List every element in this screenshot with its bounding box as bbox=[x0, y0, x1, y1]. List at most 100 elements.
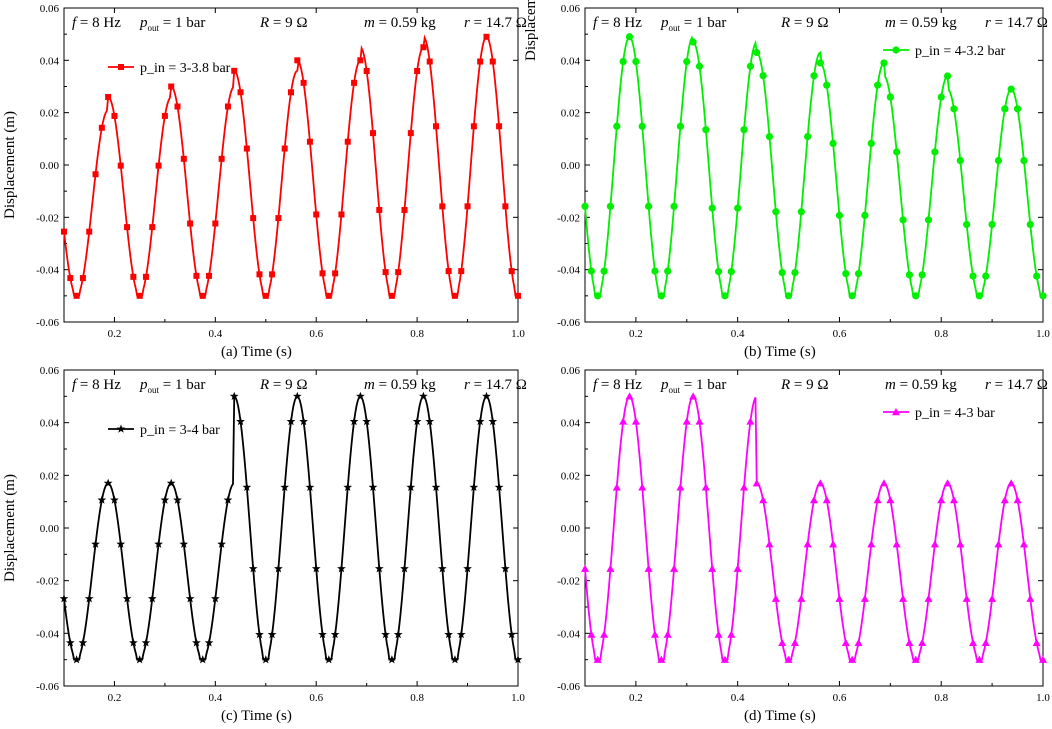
data-point bbox=[185, 594, 195, 603]
x-axis-title: Time (s) bbox=[765, 708, 816, 724]
data-point bbox=[261, 655, 271, 664]
data-point bbox=[823, 81, 831, 89]
data-point bbox=[632, 57, 640, 66]
data-point bbox=[168, 83, 175, 90]
data-point bbox=[587, 267, 595, 275]
data-point bbox=[288, 89, 294, 96]
data-point bbox=[905, 271, 914, 279]
param-r: r = 14.7 Ω bbox=[985, 377, 1048, 393]
data-point bbox=[155, 162, 162, 169]
y-tick-label: 0.04 bbox=[40, 418, 60, 430]
data-point bbox=[124, 224, 131, 231]
data-point bbox=[804, 132, 812, 141]
data-point bbox=[816, 479, 825, 487]
x-tick-label: 0.6 bbox=[833, 328, 847, 340]
data-point bbox=[117, 162, 124, 169]
y-tick-label: -0.04 bbox=[36, 628, 59, 640]
series-markers bbox=[61, 33, 521, 299]
data-point bbox=[918, 638, 927, 647]
data-point bbox=[842, 269, 850, 278]
data-point bbox=[343, 482, 353, 492]
data-point bbox=[281, 145, 288, 152]
data-point bbox=[393, 629, 403, 639]
data-point bbox=[407, 130, 414, 137]
data-point bbox=[683, 57, 691, 66]
data-point bbox=[243, 145, 250, 152]
data-point bbox=[638, 483, 647, 491]
data-point bbox=[740, 483, 749, 491]
data-point bbox=[956, 540, 965, 548]
param-r: r = 14.7 Ω bbox=[464, 15, 527, 31]
data-point bbox=[217, 539, 227, 548]
param-f: f = 8 Hz bbox=[593, 377, 642, 393]
data-point bbox=[406, 482, 416, 492]
data-point bbox=[1026, 220, 1034, 229]
y-tick-label: 0.04 bbox=[561, 418, 581, 430]
data-point bbox=[867, 139, 875, 148]
data-point bbox=[981, 638, 990, 647]
data-point bbox=[613, 122, 621, 130]
data-point bbox=[98, 124, 105, 131]
y-tick-label: 0.04 bbox=[561, 55, 581, 67]
param-m: m = 0.59 kg bbox=[885, 377, 957, 393]
data-point bbox=[161, 112, 168, 119]
data-point bbox=[299, 416, 308, 426]
data-point bbox=[135, 655, 145, 664]
data-point bbox=[784, 655, 793, 663]
y-tick-label: 0.00 bbox=[40, 160, 60, 172]
data-point bbox=[848, 655, 857, 663]
data-point bbox=[912, 292, 920, 300]
data-point bbox=[982, 272, 990, 280]
data-point bbox=[880, 59, 888, 67]
data-point bbox=[179, 539, 189, 548]
x-tick-label: 0.4 bbox=[208, 328, 222, 340]
data-point bbox=[854, 269, 863, 278]
data-point bbox=[943, 72, 952, 80]
x-tick-label: 0.2 bbox=[108, 328, 122, 340]
data-point bbox=[860, 594, 869, 602]
data-point bbox=[305, 482, 315, 492]
chart-panel-a: -0.06 -0.04 -0.02 0.00 0.02 0.04 0.06 0.2 0.4 0.6… bbox=[2, 3, 527, 360]
data-point bbox=[708, 564, 717, 572]
data-point bbox=[248, 564, 258, 573]
data-point bbox=[105, 93, 112, 100]
data-point bbox=[975, 655, 984, 663]
data-point bbox=[387, 655, 397, 664]
param-p-out: pout = 1 bar bbox=[660, 15, 726, 33]
data-point bbox=[600, 267, 608, 275]
data-point bbox=[988, 594, 997, 602]
data-point bbox=[255, 629, 264, 639]
data-point bbox=[657, 655, 666, 663]
data-point bbox=[733, 564, 742, 572]
data-point bbox=[116, 424, 126, 433]
y-axis-label: Displacement (m) bbox=[2, 474, 18, 582]
data-point bbox=[1000, 496, 1009, 504]
x-tick-label: 0.2 bbox=[629, 328, 643, 340]
data-point bbox=[810, 72, 818, 80]
data-point bbox=[300, 79, 307, 86]
data-point bbox=[930, 540, 939, 548]
data-point bbox=[969, 638, 978, 647]
data-point bbox=[433, 123, 440, 130]
data-point bbox=[286, 416, 296, 426]
data-point bbox=[224, 103, 231, 110]
data-point bbox=[822, 496, 831, 504]
data-point bbox=[116, 539, 126, 548]
series-markers bbox=[581, 392, 1047, 663]
data-point bbox=[61, 228, 67, 235]
data-point bbox=[969, 272, 977, 280]
data-point bbox=[318, 629, 327, 639]
data-point bbox=[306, 138, 313, 145]
data-point bbox=[494, 482, 504, 492]
data-point bbox=[111, 112, 118, 119]
parameter-annotations: f = 8 Hz pout = 1 bar R = 9 Ω m = 0.59 kg r … bbox=[72, 377, 527, 395]
data-point bbox=[848, 292, 856, 300]
data-point bbox=[412, 416, 422, 426]
data-point bbox=[606, 564, 615, 572]
x-tick-label: 0.2 bbox=[108, 692, 122, 704]
data-point bbox=[1007, 85, 1015, 93]
chart-panel-b: -0.06 -0.04 -0.02 0.00 0.02 0.04 0.06 0.2 0.4 0.6… bbox=[557, 3, 1050, 360]
data-point bbox=[778, 638, 787, 647]
data-point bbox=[931, 148, 939, 156]
data-point bbox=[797, 208, 805, 216]
